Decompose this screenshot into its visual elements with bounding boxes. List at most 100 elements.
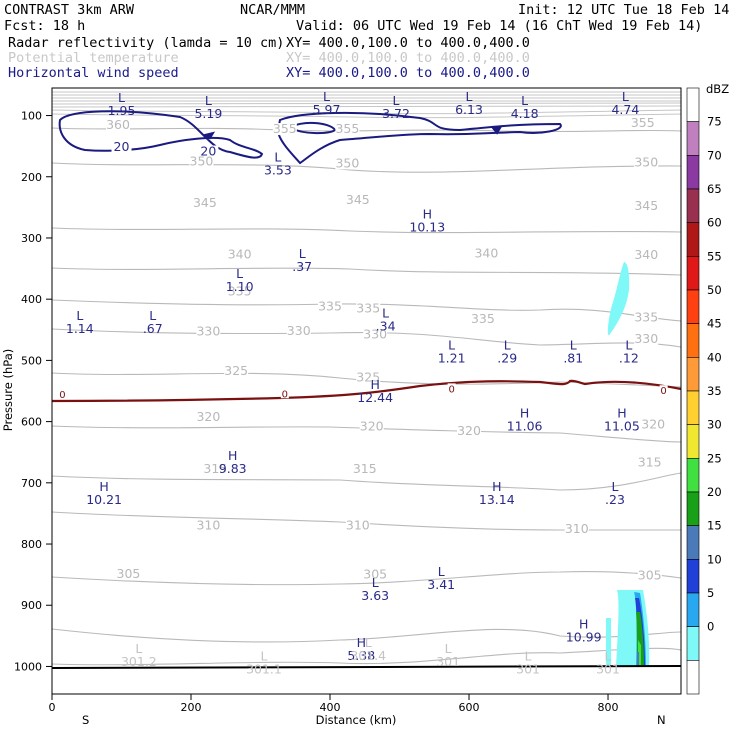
theta-label: 335 [471,311,495,326]
field-2-name: Potential temperature [8,50,179,66]
x-tick-label: 0 [49,701,56,714]
plot-background [52,88,681,694]
theta-label: 350 [190,154,214,169]
low-marker: L [236,266,243,281]
y-tick-label: 900 [21,599,42,612]
low-marker: L [372,575,379,590]
theta-label: 325 [356,370,380,385]
theta-label-bg [637,569,662,582]
y-tick-label: 1000 [14,660,42,673]
theta-label-bg [227,248,252,261]
low-marker: L [393,93,400,108]
colorbar-swatch [686,155,700,190]
extremum-value: 301 [436,654,460,669]
field-1-xy: XY= 400.0,100.0 to 400.0,400.0 [286,35,530,51]
colorbar-swatch [686,323,700,358]
extremum-value: .37 [292,259,312,274]
extremum-value: .34 [376,319,396,334]
colorbar-swatch [686,87,700,122]
colorbar-swatch [686,121,700,156]
theta-label-bg [227,285,252,298]
colorbar-swatch [686,188,700,223]
low-marker: L [525,648,532,663]
forecast-hour: Fcst: 18 h [4,18,85,34]
theta-label-bg [637,456,662,469]
y-tick-label: 200 [21,171,42,184]
theta-label: 310 [565,521,589,536]
reflectivity-shading [606,262,650,666]
colorbar-level-label: 40 [707,350,722,364]
high-marker: H [228,448,237,463]
theta-label-bg [286,325,311,338]
freezing-level-line [51,379,682,403]
theta-label: 340 [228,247,252,262]
extremum-value: 301 [516,661,540,676]
theta-label: 345 [634,198,658,213]
theta-label-bg [470,312,495,325]
low-marker: L [149,308,156,323]
y-tick-label: 500 [21,354,42,367]
y-tick-label: 700 [21,477,42,490]
colorbar-level-label: 75 [707,115,722,129]
freezing-label-bg [280,388,289,399]
colorbar-level-label: 30 [707,418,722,432]
theta-label-bg [363,568,388,581]
low-marker: L [622,89,629,104]
extremum-value: 4.74 [611,102,639,117]
theta-label: 340 [474,245,498,260]
theta-label-bg [641,418,666,431]
extremum-value: 4.18 [511,106,539,121]
colorbar-level-label: 60 [707,216,722,230]
x-tick-label: 800 [598,701,619,714]
high-marker: H [492,479,501,494]
extremum-value: 10.99 [566,630,602,645]
theta-label-bg [345,519,370,532]
y-tick-label: 600 [21,416,42,429]
wind-contour-labels: 20 20 [111,139,219,158]
theta-label: 310 [196,518,220,533]
theta-label: 360 [106,117,130,132]
low-marker: L [365,635,372,650]
field-1-name: Radar reflectivity (lamda = 10 cm) [8,35,284,51]
extremum-value: 5.19 [194,106,222,121]
low-marker: L [445,641,452,656]
theta-label: 330 [363,327,387,342]
experiment-title: CONTRAST 3km ARW [4,2,135,18]
theta-label: 305 [117,566,141,581]
colorbar-level-label: 65 [707,182,722,196]
extremum-value: 10.13 [409,219,445,234]
theta-label-bg [318,300,343,313]
low-marker: L [625,337,632,352]
theta-label-bg [196,519,221,532]
low-marker: L [605,648,612,663]
low-marker: L [274,149,281,164]
colorbar-swatch [686,256,700,291]
extremum-value: 12.44 [357,390,393,405]
theta-label: 335 [356,300,380,315]
colorbar-level-label: 10 [707,552,722,566]
theta-label-bg [359,420,384,433]
theta-label-bg [224,364,249,377]
low-marker: L [611,479,618,494]
theta-label-bg [634,156,659,169]
y-tick-label: 100 [21,110,42,123]
low-marker: L [299,246,306,261]
theta-label: 355 [631,115,655,130]
x-tick-label: 400 [320,701,341,714]
y-tick-label: 800 [21,538,42,551]
theta-label: 320 [360,419,384,434]
theta-label: 335 [318,299,342,314]
extremum-value: 13.14 [479,492,515,507]
x-tick-label: 600 [459,701,480,714]
theta-label: 340 [634,247,658,262]
y-axis: 100 200 300 400 500 600 700 800 900 1000 [14,110,52,673]
colorbar-level-label: 70 [707,148,722,162]
colorbar-swatch [686,626,700,661]
extremum-value: 3.72 [382,106,410,121]
ground-line [51,665,682,669]
extremum-value: 301.2 [121,654,157,669]
theta-label: 325 [224,363,248,378]
freezing-level-label: 0 [660,386,666,397]
